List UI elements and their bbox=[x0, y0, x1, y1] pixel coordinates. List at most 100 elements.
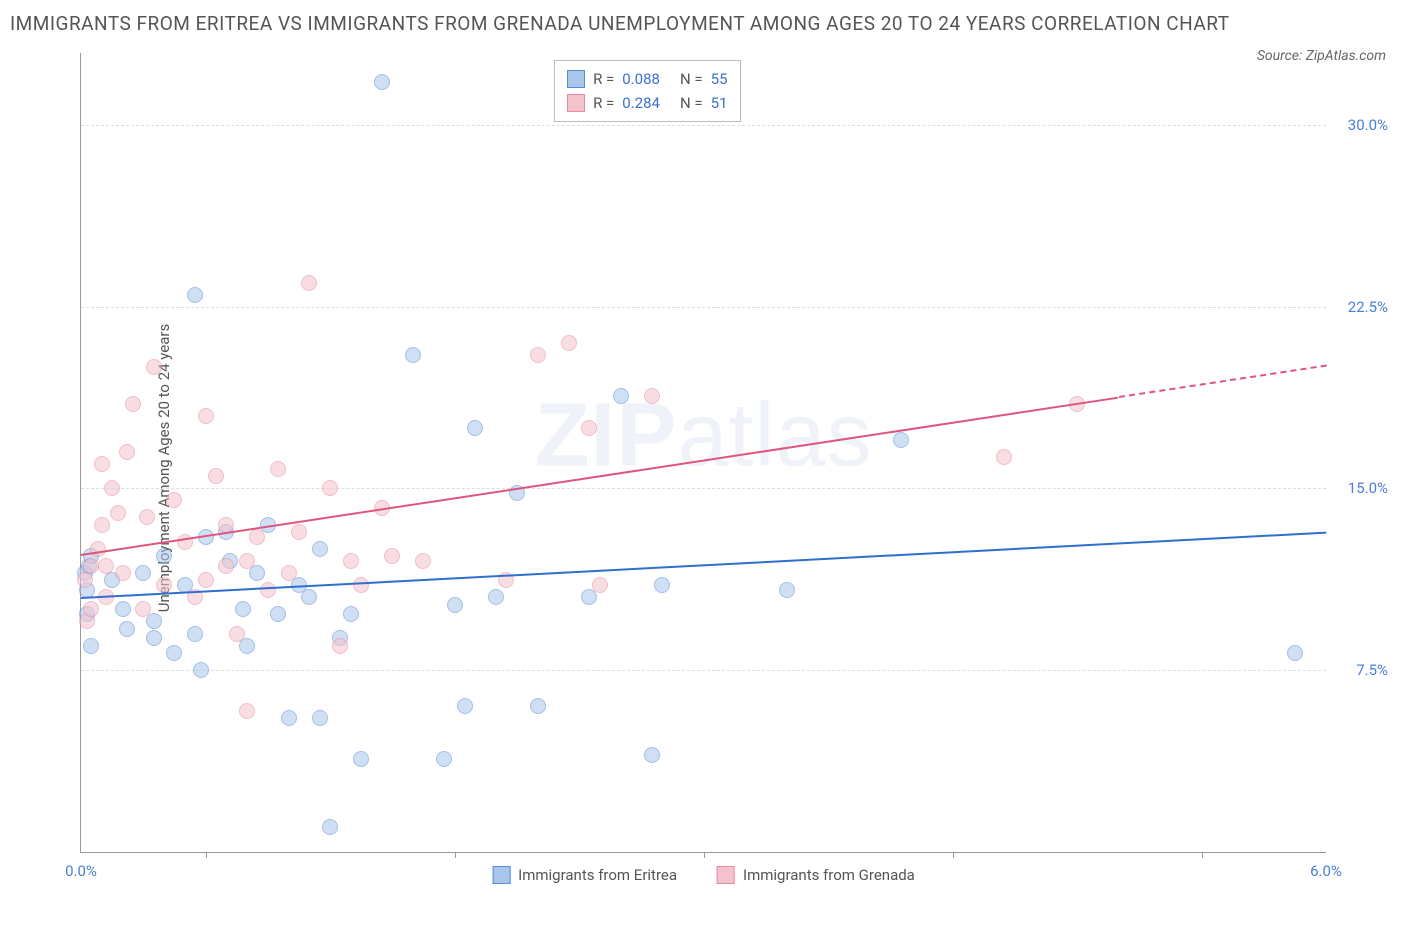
data-point bbox=[374, 74, 390, 90]
data-point bbox=[239, 638, 255, 654]
y-tick-label: 22.5% bbox=[1348, 298, 1388, 316]
y-tick-label: 7.5% bbox=[1356, 661, 1388, 679]
data-point bbox=[235, 601, 251, 617]
data-point bbox=[893, 432, 909, 448]
data-point bbox=[467, 420, 483, 436]
data-point bbox=[249, 529, 265, 545]
y-tick-label: 15.0% bbox=[1348, 479, 1388, 497]
data-point bbox=[592, 577, 608, 593]
data-point bbox=[415, 553, 431, 569]
series-legend: Immigrants from Eritrea Immigrants from G… bbox=[492, 866, 915, 884]
data-point bbox=[530, 347, 546, 363]
data-point bbox=[90, 541, 106, 557]
data-point bbox=[996, 449, 1012, 465]
data-point bbox=[343, 553, 359, 569]
data-point bbox=[260, 582, 276, 598]
data-point bbox=[322, 480, 338, 496]
data-point bbox=[301, 275, 317, 291]
trend-line-extrapolated bbox=[1118, 365, 1326, 398]
plot-region: ZIPatlas 7.5%15.0%22.5%30.0%0.0%6.0%R = … bbox=[80, 53, 1326, 853]
data-point bbox=[281, 710, 297, 726]
data-point bbox=[187, 626, 203, 642]
x-tick-mark bbox=[704, 852, 705, 858]
data-point bbox=[457, 698, 473, 714]
data-point bbox=[198, 572, 214, 588]
gridline bbox=[81, 488, 1326, 489]
swatch-icon bbox=[567, 94, 585, 112]
data-point bbox=[208, 468, 224, 484]
data-point bbox=[312, 710, 328, 726]
data-point bbox=[301, 589, 317, 605]
data-point bbox=[353, 751, 369, 767]
data-point bbox=[654, 577, 670, 593]
data-point bbox=[229, 626, 245, 642]
stats-legend: R = 0.088N = 55R = 0.284N = 51 bbox=[554, 60, 740, 122]
data-point bbox=[644, 747, 660, 763]
data-point bbox=[139, 509, 155, 525]
data-point bbox=[353, 577, 369, 593]
data-point bbox=[119, 444, 135, 460]
data-point bbox=[218, 558, 234, 574]
data-point bbox=[530, 698, 546, 714]
data-point bbox=[146, 613, 162, 629]
data-point bbox=[125, 396, 141, 412]
data-point bbox=[166, 492, 182, 508]
stats-row: R = 0.088N = 55 bbox=[567, 67, 727, 91]
data-point bbox=[239, 703, 255, 719]
data-point bbox=[193, 662, 209, 678]
x-tick-mark bbox=[455, 852, 456, 858]
data-point bbox=[343, 606, 359, 622]
swatch-icon bbox=[717, 866, 735, 884]
data-point bbox=[281, 565, 297, 581]
x-tick-mark bbox=[1202, 852, 1203, 858]
data-point bbox=[239, 553, 255, 569]
data-point bbox=[1287, 645, 1303, 661]
data-point bbox=[270, 606, 286, 622]
data-point bbox=[779, 582, 795, 598]
x-tick-mark bbox=[206, 852, 207, 858]
data-point bbox=[332, 638, 348, 654]
legend-item: Immigrants from Eritrea bbox=[492, 866, 677, 884]
trend-line bbox=[81, 532, 1326, 599]
data-point bbox=[187, 287, 203, 303]
data-point bbox=[115, 601, 131, 617]
x-tick-label: 0.0% bbox=[65, 862, 97, 880]
trend-line bbox=[81, 396, 1119, 555]
watermark: ZIPatlas bbox=[534, 385, 872, 488]
data-point bbox=[94, 517, 110, 533]
data-point bbox=[561, 335, 577, 351]
data-point bbox=[312, 541, 328, 557]
chart-area: Unemployment Among Ages 20 to 24 years Z… bbox=[10, 43, 1396, 893]
data-point bbox=[644, 388, 660, 404]
data-point bbox=[77, 572, 93, 588]
data-point bbox=[447, 597, 463, 613]
data-point bbox=[177, 534, 193, 550]
data-point bbox=[291, 524, 307, 540]
data-point bbox=[115, 565, 131, 581]
gridline bbox=[81, 125, 1326, 126]
data-point bbox=[83, 601, 99, 617]
legend-item: Immigrants from Grenada bbox=[717, 866, 915, 884]
data-point bbox=[249, 565, 265, 581]
data-point bbox=[104, 480, 120, 496]
data-point bbox=[488, 589, 504, 605]
data-point bbox=[98, 558, 114, 574]
swatch-icon bbox=[492, 866, 510, 884]
x-tick-label: 6.0% bbox=[1310, 862, 1342, 880]
data-point bbox=[83, 638, 99, 654]
data-point bbox=[166, 645, 182, 661]
y-tick-label: 30.0% bbox=[1348, 116, 1388, 134]
swatch-icon bbox=[567, 70, 585, 88]
data-point bbox=[322, 819, 338, 835]
data-point bbox=[405, 347, 421, 363]
stats-row: R = 0.284N = 51 bbox=[567, 91, 727, 115]
data-point bbox=[436, 751, 452, 767]
data-point bbox=[198, 408, 214, 424]
chart-title: IMMIGRANTS FROM ERITREA VS IMMIGRANTS FR… bbox=[10, 10, 1396, 39]
data-point bbox=[146, 630, 162, 646]
data-point bbox=[156, 577, 172, 593]
data-point bbox=[135, 601, 151, 617]
data-point bbox=[94, 456, 110, 472]
x-tick-mark bbox=[953, 852, 954, 858]
data-point bbox=[613, 388, 629, 404]
